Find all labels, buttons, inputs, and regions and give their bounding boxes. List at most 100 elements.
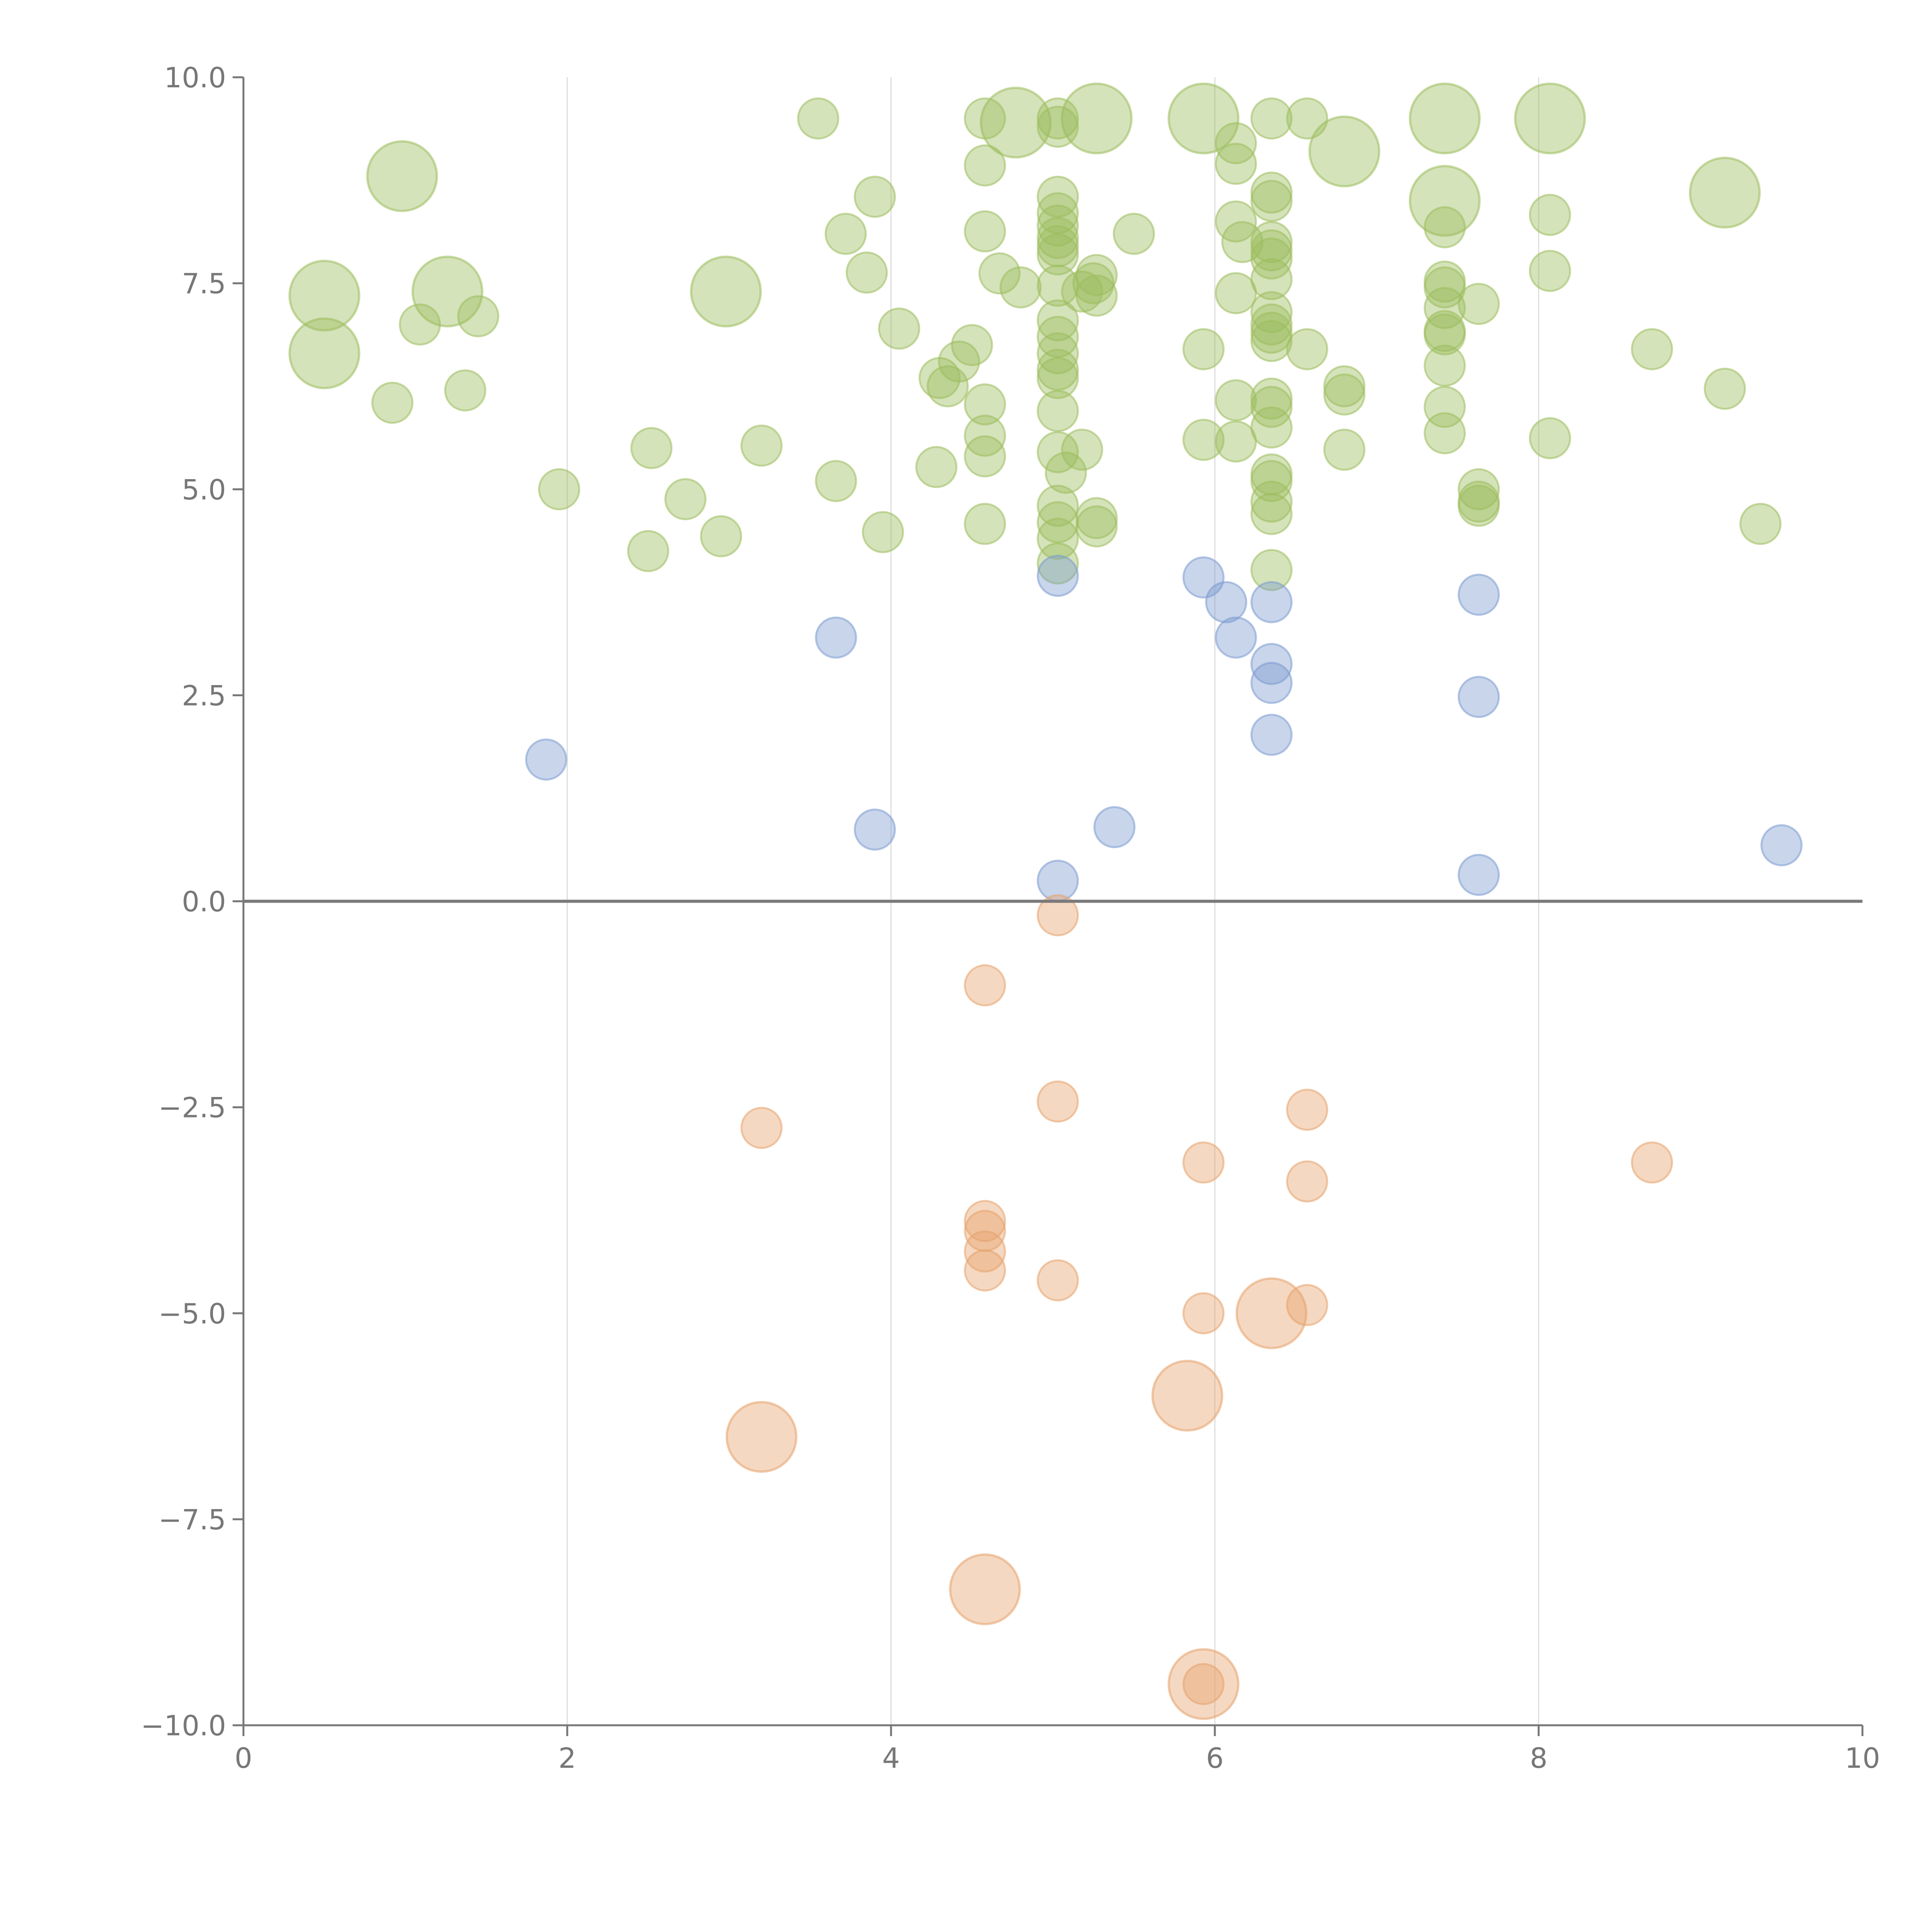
data-point-green bbox=[1529, 417, 1571, 459]
data-point-green bbox=[1037, 542, 1079, 585]
data-point-blue bbox=[1458, 854, 1500, 896]
data-point-green bbox=[1250, 97, 1293, 140]
x-tick-label: 8 bbox=[1530, 1742, 1548, 1774]
y-tick-label: −10.0 bbox=[141, 1709, 226, 1742]
data-point-green bbox=[964, 503, 1006, 545]
x-tick-label: 0 bbox=[235, 1742, 252, 1774]
data-point-green bbox=[1037, 316, 1079, 358]
y-tick-label: −2.5 bbox=[158, 1092, 226, 1124]
data-point-green bbox=[288, 260, 361, 332]
data-point-green bbox=[1037, 265, 1079, 307]
data-point-green bbox=[1704, 367, 1746, 410]
x-tick-label: 6 bbox=[1206, 1742, 1224, 1774]
data-point-green bbox=[1423, 206, 1466, 248]
data-point-orange bbox=[1286, 1284, 1328, 1326]
x-tick-label: 2 bbox=[558, 1742, 576, 1774]
data-point-green bbox=[627, 530, 669, 572]
data-point-green bbox=[1214, 379, 1257, 422]
data-point-green bbox=[978, 252, 1021, 295]
data-point-green bbox=[664, 478, 707, 520]
data-point-green bbox=[1408, 82, 1481, 155]
data-point-blue bbox=[1458, 676, 1500, 718]
data-point-blue bbox=[854, 808, 896, 851]
data-point-green bbox=[538, 468, 580, 510]
data-point-green bbox=[825, 213, 867, 255]
data-point-green bbox=[964, 97, 1006, 140]
x-tick-label: 10 bbox=[1845, 1742, 1880, 1774]
data-point-orange bbox=[949, 1553, 1021, 1626]
data-point-blue bbox=[1214, 616, 1257, 659]
data-point-green bbox=[1458, 485, 1500, 527]
data-point-green bbox=[1514, 82, 1586, 155]
data-point-orange bbox=[1037, 894, 1079, 937]
data-point-orange bbox=[1182, 1663, 1225, 1705]
data-point-green bbox=[1250, 180, 1293, 222]
data-point-green bbox=[1037, 175, 1079, 218]
data-point-blue bbox=[525, 738, 568, 781]
data-point-green bbox=[964, 210, 1006, 253]
data-point-green bbox=[878, 307, 920, 350]
data-point-green bbox=[1037, 192, 1079, 235]
data-point-green bbox=[1250, 549, 1293, 591]
data-point-orange bbox=[1037, 1080, 1079, 1123]
data-point-orange bbox=[1037, 1259, 1079, 1301]
data-point-green bbox=[1214, 420, 1257, 463]
data-point-green bbox=[1423, 313, 1466, 355]
data-point-orange bbox=[725, 1401, 798, 1473]
data-point-green bbox=[862, 511, 904, 553]
data-points bbox=[288, 82, 1803, 1720]
data-point-green bbox=[1739, 503, 1782, 545]
data-point-green bbox=[690, 255, 762, 328]
data-point-green bbox=[1423, 386, 1466, 428]
data-point-green bbox=[1214, 272, 1257, 315]
data-point-green bbox=[1458, 282, 1500, 325]
data-point-green bbox=[1529, 250, 1571, 292]
data-point-green bbox=[1250, 493, 1293, 535]
data-point-green bbox=[964, 435, 1006, 478]
data-point-blue bbox=[815, 616, 857, 659]
y-tick-label: 5.0 bbox=[182, 473, 226, 506]
data-point-orange bbox=[964, 1249, 1006, 1292]
x-tick-label: 4 bbox=[882, 1742, 900, 1774]
data-point-green bbox=[964, 383, 1006, 426]
data-point-green bbox=[1037, 485, 1079, 527]
data-point-green bbox=[1423, 287, 1466, 329]
data-point-green bbox=[1037, 357, 1079, 399]
data-point-blue bbox=[1250, 662, 1293, 704]
data-point-orange bbox=[1286, 1160, 1328, 1203]
data-point-green bbox=[964, 144, 1006, 187]
data-point-green bbox=[1250, 480, 1293, 523]
data-point-green bbox=[845, 251, 888, 294]
data-point-green bbox=[1631, 328, 1673, 371]
data-point-green bbox=[1113, 213, 1155, 255]
data-point-green bbox=[927, 365, 969, 408]
data-point-blue bbox=[1205, 581, 1247, 623]
data-point-green bbox=[1250, 406, 1293, 449]
data-point-blue bbox=[1093, 806, 1136, 849]
data-point-green bbox=[1214, 143, 1257, 185]
data-point-green bbox=[1323, 429, 1366, 471]
data-point-green bbox=[1250, 320, 1293, 362]
data-point-blue bbox=[1037, 554, 1079, 597]
data-point-green bbox=[1250, 258, 1293, 300]
data-point-green bbox=[815, 460, 857, 502]
data-point-green bbox=[366, 140, 438, 212]
axes bbox=[233, 76, 1864, 1736]
data-point-green bbox=[1061, 82, 1133, 155]
data-point-green bbox=[1323, 373, 1366, 416]
data-point-green bbox=[1037, 390, 1079, 432]
data-point-orange bbox=[1235, 1277, 1308, 1349]
y-tick-label: 2.5 bbox=[182, 679, 226, 712]
data-point-blue bbox=[1760, 824, 1803, 866]
data-point-green bbox=[411, 255, 483, 328]
data-point-green bbox=[457, 295, 500, 337]
data-point-green bbox=[1037, 332, 1079, 374]
data-point-blue bbox=[1458, 573, 1500, 616]
data-point-green bbox=[980, 87, 1052, 159]
data-point-green bbox=[444, 369, 486, 412]
data-point-orange bbox=[964, 1230, 1006, 1273]
data-point-green bbox=[1037, 517, 1079, 560]
data-point-green bbox=[1045, 452, 1087, 494]
data-point-blue bbox=[1250, 643, 1293, 685]
